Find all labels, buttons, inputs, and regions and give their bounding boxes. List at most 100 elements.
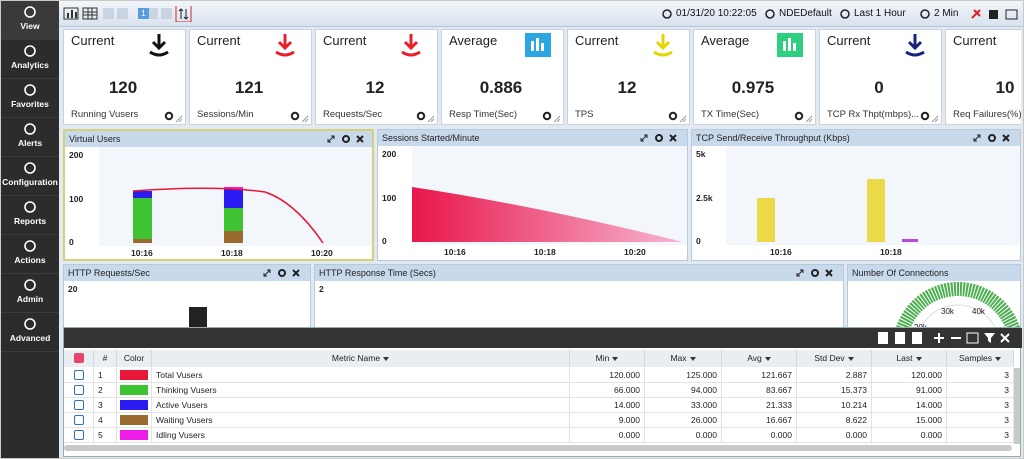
table-cell: [117, 368, 152, 383]
metric-card: Current 12 TPS: [567, 29, 690, 125]
icon-shape: [788, 38, 791, 51]
sidebar-icon: [24, 279, 36, 291]
sidebar-item[interactable]: Alerts: [1, 118, 59, 157]
panel-title: Virtual Users: [65, 131, 372, 147]
table-header-cell[interactable]: Avg: [722, 350, 797, 367]
column-label: Last: [896, 353, 913, 363]
table-header-cell[interactable]: #: [94, 350, 117, 367]
sort-icon: [689, 356, 696, 361]
sort-icon: [612, 356, 619, 361]
cell-text: Active Vusers: [156, 400, 208, 410]
sidebar-label: Admin: [16, 294, 44, 304]
table-cell: [117, 413, 152, 428]
card-kind: Average: [701, 33, 750, 48]
y-tick-label: 2.5k: [696, 192, 713, 203]
toolbar-interval[interactable]: 2 Min: [934, 8, 959, 19]
panel-header-icons: [640, 134, 677, 142]
bar: [867, 179, 885, 242]
row-checkbox[interactable]: [74, 385, 84, 395]
card-icon: [401, 34, 421, 57]
sort-icon: [995, 356, 1002, 361]
bar-segment: [133, 198, 152, 239]
cell-text: 14.000: [614, 400, 640, 410]
card-kind: Current: [575, 33, 619, 48]
table-header-cell[interactable]: Last: [872, 350, 947, 367]
sidebar-item[interactable]: Advanced: [1, 313, 59, 352]
sidebar-item[interactable]: Configuration: [1, 157, 59, 196]
bar-segment: [224, 208, 243, 231]
color-swatch: [120, 370, 148, 380]
card-value: 10: [995, 78, 1015, 97]
card-value: 0: [874, 78, 884, 97]
metric-card: Current 121 Sessions/Min: [189, 29, 312, 125]
sidebar-label: View: [20, 21, 40, 31]
icon-shape: [301, 115, 309, 123]
table-cell: Thinking Vusers: [152, 383, 570, 398]
gauge-label: 40k: [972, 307, 985, 316]
card-gear: [920, 111, 939, 123]
toolbar-icon: [662, 9, 672, 19]
row-checkbox[interactable]: [74, 415, 84, 425]
sidebar-item[interactable]: Analytics: [1, 40, 59, 79]
sidebar-item[interactable]: Admin: [1, 274, 59, 313]
icon-shape: [1005, 9, 1018, 20]
toolbar-right-icons: [971, 9, 1018, 20]
icon-shape: [278, 269, 286, 277]
bar: [757, 198, 775, 242]
row-checkbox[interactable]: [74, 400, 84, 410]
icon-shape: [931, 115, 939, 123]
table-header-cell[interactable]: Max: [645, 350, 722, 367]
table-header-cell[interactable]: Samples: [947, 350, 1014, 367]
toolbar-profile[interactable]: NDEDefault: [779, 8, 832, 19]
table-header-cell[interactable]: Color: [117, 350, 152, 367]
icon-shape: [811, 269, 819, 277]
sidebar-item[interactable]: Reports: [1, 196, 59, 235]
icon-shape: [531, 41, 534, 51]
table-cell: Idling Vusers: [152, 428, 570, 443]
table-header-cell[interactable]: Min: [570, 350, 645, 367]
metric-card: Average 0.975 TX Time(Sec): [693, 29, 816, 125]
icon-shape: [653, 34, 673, 57]
y-tick-label: 0: [382, 236, 387, 246]
table-cell: 83.667: [722, 383, 797, 398]
table-cell: 91.000: [872, 383, 947, 398]
cell-text: 3: [1004, 370, 1009, 380]
icon-shape: [794, 111, 804, 121]
cell-text: 121.667: [761, 370, 792, 380]
icon-shape: [24, 123, 36, 135]
gauge-label: 30k: [941, 307, 954, 316]
sidebar-label: Reports: [13, 216, 47, 226]
row-checkbox[interactable]: [74, 430, 84, 440]
table-cell: [64, 413, 94, 428]
sidebar-item[interactable]: View: [1, 1, 59, 40]
icon-shape: [536, 38, 539, 51]
table-cell: 66.000: [570, 383, 645, 398]
toolbar-icon: [840, 9, 850, 19]
bar: [902, 239, 918, 242]
table-header-cell[interactable]: Std Dev: [797, 350, 872, 367]
icon-shape: [164, 111, 174, 121]
icon-shape: [24, 6, 36, 18]
sort-icon: [915, 356, 922, 361]
table-cell: 94.000: [645, 383, 722, 398]
icon-shape: [971, 9, 981, 19]
table-header-cell[interactable]: Metric Name: [152, 350, 570, 367]
table-cell: 14.000: [570, 398, 645, 413]
sidebar-item[interactable]: Actions: [1, 235, 59, 274]
table-cell: 2: [94, 383, 117, 398]
row-checkbox[interactable]: [74, 370, 84, 380]
bar: [189, 307, 207, 327]
cell-text: 9.000: [618, 415, 640, 425]
card-label: Req Failures(%): [953, 109, 1021, 120]
icon-shape: [920, 9, 930, 19]
sidebar-label: Alerts: [17, 138, 43, 148]
sort-icon: [764, 356, 771, 361]
icon-shape: [356, 135, 364, 143]
table-cell: 120.000: [570, 368, 645, 383]
panel-plot: [896, 282, 1020, 327]
x-tick-label: 10:18: [534, 247, 556, 257]
sidebar-item[interactable]: Favorites: [1, 79, 59, 118]
toolbar-duration[interactable]: Last 1 Hour: [854, 8, 906, 19]
metric-card: Current 120 Running Vusers: [63, 29, 186, 125]
panels: Virtual Users 200 100 0 10:16 10:18 10:20 Sessi…: [1, 1, 1021, 327]
